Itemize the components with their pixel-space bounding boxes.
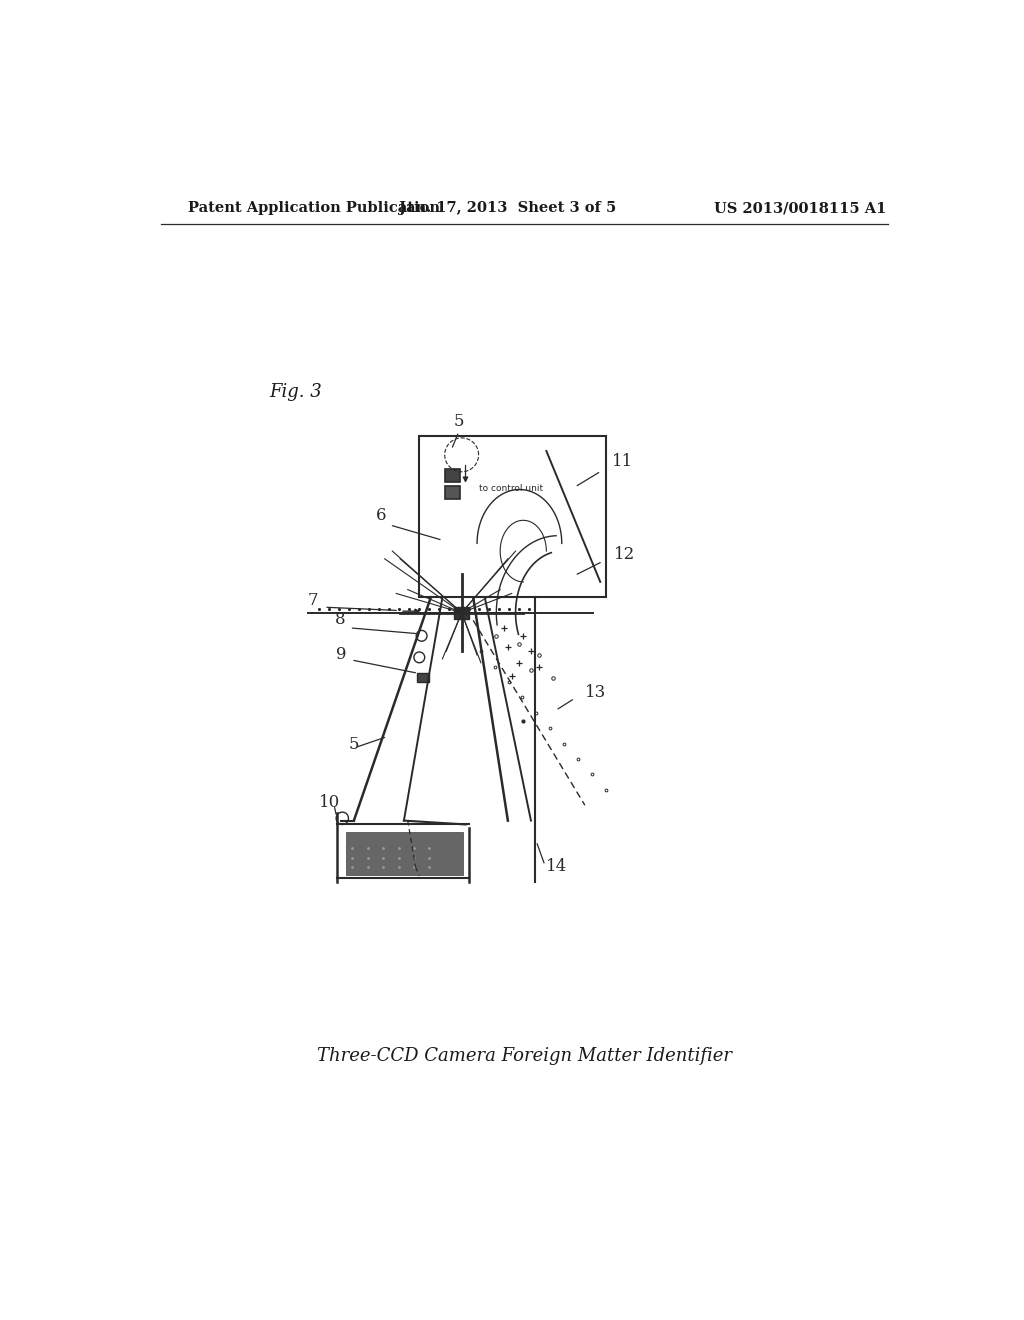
Text: to control unit: to control unit (478, 484, 543, 494)
Bar (444, 486, 460, 499)
Text: 8: 8 (335, 611, 345, 628)
Bar (417, 673, 429, 682)
Text: 5: 5 (348, 737, 359, 752)
Bar (346, 832, 463, 875)
Text: 7: 7 (307, 591, 318, 609)
Text: Jan. 17, 2013  Sheet 3 of 5: Jan. 17, 2013 Sheet 3 of 5 (399, 202, 616, 215)
Text: Patent Application Publication: Patent Application Publication (188, 202, 440, 215)
Text: 11: 11 (611, 453, 633, 470)
Text: Three-CCD Camera Foreign Matter Identifier: Three-CCD Camera Foreign Matter Identifi… (317, 1047, 732, 1065)
Text: 9: 9 (336, 645, 347, 663)
Bar (419, 436, 606, 598)
Text: 14: 14 (547, 858, 567, 875)
Text: 6: 6 (376, 507, 386, 524)
Bar (454, 607, 469, 619)
Text: US 2013/0018115 A1: US 2013/0018115 A1 (715, 202, 887, 215)
Bar (444, 470, 460, 482)
Text: 13: 13 (585, 684, 606, 701)
Text: 12: 12 (614, 545, 635, 562)
Text: Fig. 3: Fig. 3 (269, 383, 322, 401)
Text: 5: 5 (454, 413, 465, 430)
Text: 10: 10 (319, 793, 340, 810)
